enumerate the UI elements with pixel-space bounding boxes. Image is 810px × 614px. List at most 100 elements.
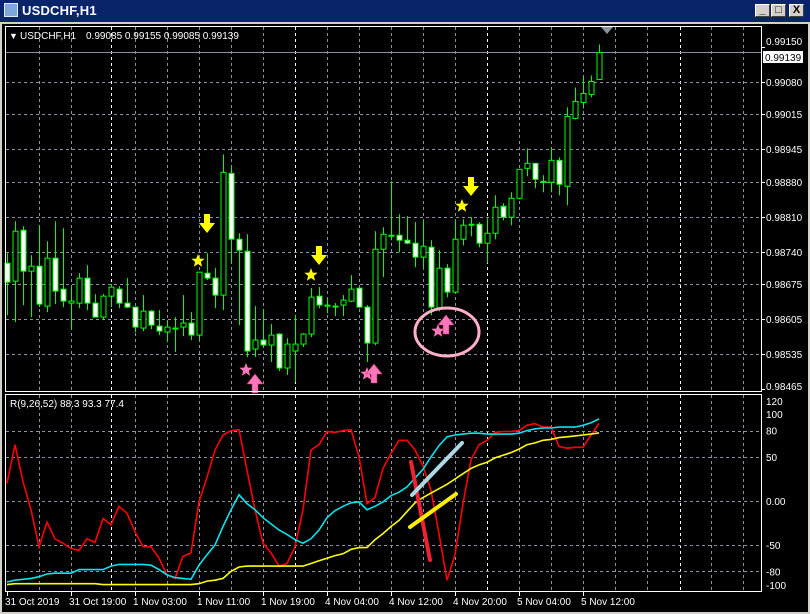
price-tick-label: 0.98605 (766, 315, 803, 326)
indicator-tick-label: -100 (766, 581, 786, 592)
candle-body (572, 100, 579, 119)
candle (356, 287, 363, 309)
close-button[interactable]: X (789, 4, 804, 17)
candle-body (28, 265, 35, 272)
candle-body (52, 257, 59, 292)
candle-body (540, 180, 547, 183)
time-tick-label: 31 Oct 2019 (5, 597, 60, 608)
star-icon (239, 363, 253, 376)
candle (44, 241, 51, 313)
candle-body (580, 92, 587, 103)
candle (404, 216, 411, 245)
indicator-tick-label: 120 (766, 397, 783, 408)
candle-body (428, 246, 435, 308)
candle (228, 165, 235, 264)
candle (164, 320, 171, 343)
shift-marker-icon[interactable] (601, 27, 613, 34)
candle-body (292, 343, 299, 352)
candle (124, 278, 131, 309)
candle (420, 220, 427, 268)
arrow-down-icon (199, 214, 215, 233)
candle (396, 214, 403, 253)
candle (580, 77, 587, 109)
candle (388, 181, 395, 241)
star-icon (304, 268, 318, 281)
time-tick-label: 4 Nov 20:00 (453, 597, 507, 608)
candle-body (276, 333, 283, 369)
candle (316, 287, 323, 309)
candle (236, 233, 243, 326)
collapse-triangle-icon[interactable]: ▼ (9, 31, 18, 41)
candle (508, 192, 515, 226)
candle-body (436, 267, 443, 310)
candle-body (404, 239, 411, 244)
current-price-label: 0.99139 (765, 53, 802, 64)
candle (548, 147, 555, 193)
indicator-line-yellow (6, 432, 600, 586)
price-tick-label: 0.99080 (766, 78, 803, 89)
arrow-down-icon (311, 246, 327, 265)
indicator-line-red (6, 422, 600, 581)
candles (4, 44, 603, 383)
candle-body (124, 302, 131, 308)
price-tick-label: 0.98810 (766, 213, 803, 224)
candle-body (244, 250, 251, 352)
candle (60, 228, 67, 308)
candle-body (324, 304, 331, 307)
candle-body (460, 224, 467, 240)
candle (300, 333, 307, 348)
chart-area[interactable]: 0.99150 0.99080 0.99015 0.98945 0.98880 0.988… (2, 24, 808, 612)
price-tick-label: 0.98880 (766, 178, 803, 189)
candle (100, 294, 107, 321)
candle-body (188, 322, 195, 336)
candle-body (164, 326, 171, 333)
candle (324, 299, 331, 314)
candle (492, 195, 499, 240)
indicator-label: R(9,26,52) 88.3 93.3 77.4 (10, 399, 124, 410)
candle-body (148, 310, 155, 326)
candle (188, 312, 195, 341)
window-title-bar: USDCHF,H1 _ □ X (0, 0, 810, 22)
candle (564, 107, 571, 206)
candle-body (140, 310, 147, 329)
star-icon (191, 254, 205, 267)
price-chart[interactable]: 0.99150 0.99080 0.99015 0.98945 0.98880 0.988… (2, 24, 808, 612)
current-price-box (763, 51, 803, 63)
time-tick-label: 4 Nov 12:00 (389, 597, 443, 608)
candle (452, 220, 459, 293)
candle (172, 317, 179, 353)
candle-body (516, 168, 523, 199)
candle-body (132, 306, 139, 328)
candle (92, 294, 99, 318)
candle-body (100, 295, 107, 318)
candle-body (524, 162, 531, 169)
price-tick-label: 0.99015 (766, 110, 803, 121)
indicator-tick-label: 80 (766, 427, 778, 438)
highlight-circle (413, 306, 481, 358)
indicator-tick-label: 100 (766, 410, 783, 421)
time-tick-label: 1 Nov 19:00 (261, 597, 315, 608)
time-tick-label: 31 Oct 19:00 (69, 597, 127, 608)
candle (524, 148, 531, 177)
candle (348, 275, 355, 303)
yellow-trendline (408, 492, 458, 529)
candle (412, 222, 419, 268)
maximize-button[interactable]: □ (771, 4, 786, 17)
candle-body (196, 271, 203, 336)
candle-body (220, 171, 227, 296)
candle (268, 324, 275, 363)
candle-body (20, 229, 27, 272)
candle-body (340, 299, 347, 306)
candle (380, 227, 387, 278)
candle-body (260, 339, 267, 346)
candle-body (268, 334, 275, 346)
candle (28, 255, 35, 318)
candle-body (356, 287, 363, 308)
candle (204, 253, 211, 281)
candle (572, 87, 579, 120)
candle-body (68, 300, 75, 304)
candle-body (596, 51, 603, 80)
candle-body (252, 339, 259, 350)
candle (36, 225, 43, 308)
minimize-button[interactable]: _ (755, 4, 770, 17)
